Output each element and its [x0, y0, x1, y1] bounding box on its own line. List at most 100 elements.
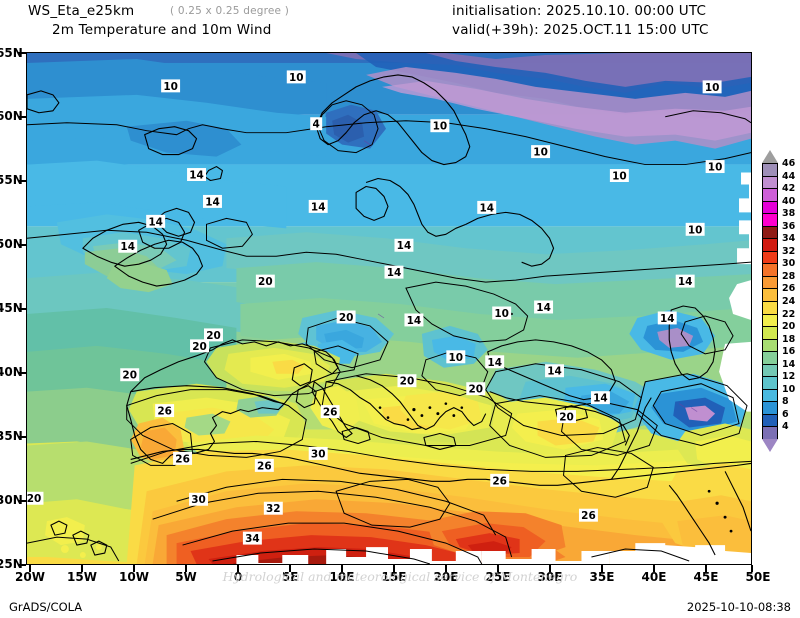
temperature-field: 10 10 4 10 10 10 10 10 10 14 14 14 14 14 14 14 14 14 14 14 1… [27, 53, 751, 564]
software-credit: GrADS/COLA [9, 600, 83, 614]
colorbar-label: 12 [782, 371, 796, 383]
contour-label: 14 [205, 196, 220, 208]
colorbar-label: 40 [782, 195, 796, 207]
xlabel-1: 15W [67, 570, 97, 584]
xtick-13 [705, 565, 707, 572]
contour-label: 10 [289, 72, 304, 84]
contour-label: 20 [27, 493, 41, 505]
contour-label: 14 [407, 315, 422, 327]
ytick-3 [18, 244, 26, 246]
contour-label-box [404, 313, 424, 327]
colorbar-swatch [762, 313, 778, 327]
xlabel-13: 45E [693, 570, 719, 584]
xtick-2 [133, 565, 135, 572]
xlabel-10: 30E [537, 570, 563, 584]
ytick-6 [18, 436, 26, 438]
contour-label-box [397, 374, 417, 388]
contour-label-box [336, 310, 356, 324]
colorbar-swatch [762, 326, 778, 339]
ytick-0 [18, 52, 26, 54]
contour-label: 26 [257, 460, 272, 472]
colorbar-swatch [762, 175, 778, 189]
colorbar-label: 10 [782, 383, 796, 395]
contour-label: 14 [148, 216, 163, 228]
xlabel-9: 25E [485, 570, 511, 584]
ylabel-8: 25N [0, 557, 23, 571]
ylabel-1: 60N [0, 109, 23, 123]
colorbar-label: 42 [782, 183, 796, 195]
xlabel-6: 10E [329, 570, 355, 584]
xtick-14 [751, 565, 753, 572]
contour-label-box [394, 238, 414, 252]
contour-label: 32 [266, 503, 281, 515]
colorbar-swatch [762, 301, 778, 314]
colorbar-swatch [762, 200, 778, 214]
ylabel-4: 45N [0, 301, 23, 315]
contour-label-box [189, 492, 208, 506]
colorbar-label: 26 [782, 283, 796, 295]
contour-label: 20 [192, 341, 207, 353]
colorbar-bottom-arrow [762, 439, 778, 452]
ytick-8 [18, 564, 26, 566]
contour-label: 14 [593, 393, 608, 405]
ylabel-6: 35N [0, 429, 23, 443]
xlabel-3: 5W [175, 570, 197, 584]
colorbar-swatch [762, 238, 778, 251]
contour-label-box [531, 145, 551, 159]
colorbar-swatch [762, 188, 778, 201]
colorbar-label: 44 [782, 170, 796, 182]
contour-label-box [657, 311, 677, 325]
contour-label: 20 [206, 330, 221, 342]
ylabel-5: 40N [0, 365, 23, 379]
contour-label: 10 [688, 224, 703, 236]
contour-label-box [203, 194, 222, 208]
contour-label-box [609, 169, 629, 182]
colorbar-swatch [762, 376, 778, 389]
xtick-1 [81, 565, 83, 572]
contour-label: 14 [189, 170, 204, 182]
contour-label-box [190, 339, 209, 353]
colorbar-label: 38 [782, 208, 796, 220]
colorbar-label: 16 [782, 346, 796, 358]
contour-label: 10 [163, 81, 178, 93]
contour-label: 14 [678, 276, 693, 288]
contour-label-box [675, 274, 695, 288]
contour-label: 14 [397, 240, 412, 252]
ytick-2 [18, 180, 26, 182]
ylabel-0: 65N [0, 46, 23, 60]
colorbar-label: 24 [782, 296, 796, 307]
temperature-colorbar[interactable]: 46 44 42 40 38 36 34 32 30 28 26 24 22 20 18 16 14 12 10 8 6… [762, 150, 795, 452]
contour-label: 26 [175, 453, 190, 465]
contour-label-box [120, 368, 140, 382]
generation-timestamp: 2025-10-10-08:38 [686, 600, 791, 614]
colorbar-swatch [762, 213, 778, 226]
contour-label-box [685, 222, 705, 236]
contour-label: 26 [581, 510, 596, 522]
xtick-5 [289, 565, 291, 572]
colorbar-swatch [762, 401, 778, 414]
contour-label: 14 [120, 241, 135, 253]
xlabel-7: 15E [381, 570, 407, 584]
xlabel-14: 50E [745, 570, 771, 584]
colorbar-top-arrow [762, 150, 778, 163]
colorbar-label: 30 [782, 258, 796, 270]
xlabel-8: 20E [433, 570, 459, 584]
colorbar-swatch [762, 413, 778, 427]
contour-label: 20 [468, 384, 483, 396]
map-plot-area[interactable]: 10 10 4 10 10 10 10 10 10 14 14 14 14 14 14 14 14 14 14 14 1… [26, 52, 752, 565]
contour-label-group: 10 10 4 10 10 10 10 10 10 14 14 14 14 14 14 14 14 14 14 14 1… [27, 70, 725, 545]
contour-label: 34 [245, 533, 260, 545]
xtick-9 [497, 565, 499, 572]
contour-label-box [590, 391, 610, 405]
colorbar-swatch [762, 225, 778, 239]
contour-label: 14 [387, 267, 402, 279]
contour-label: 10 [449, 352, 464, 364]
contour-label-box [155, 404, 175, 418]
contour-label: 10 [433, 121, 448, 133]
contour-label-box [446, 350, 466, 364]
contour-label: 20 [258, 276, 273, 288]
header: WS_Eta_e25km ( 0.25 x 0.25 degree ) 2m T… [0, 0, 800, 52]
contour-label: 14 [547, 366, 562, 378]
contour-label-box [187, 168, 207, 181]
contour-label-box [310, 117, 323, 131]
